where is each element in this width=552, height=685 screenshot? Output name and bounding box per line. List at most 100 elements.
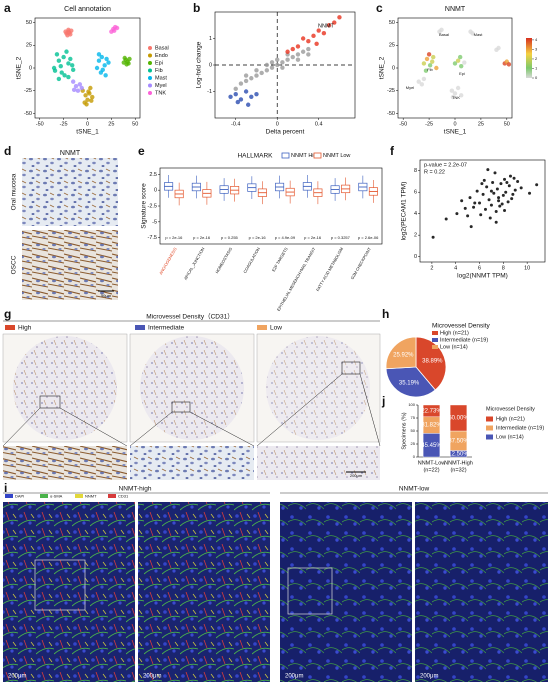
pie-slice — [415, 336, 447, 391]
point — [235, 99, 241, 105]
bar-label: 12.50% — [448, 451, 469, 457]
chart-title: NNMT — [445, 6, 466, 13]
panel-letter: g — [4, 307, 11, 321]
point — [243, 73, 249, 78]
point — [494, 210, 498, 214]
point — [58, 63, 63, 69]
point — [54, 52, 60, 57]
point — [66, 74, 71, 80]
group-label: NNMT-high — [119, 486, 152, 493]
legend-label: High — [18, 325, 32, 332]
slice-label: 25.92% — [393, 353, 414, 359]
point — [481, 192, 485, 196]
point — [495, 187, 499, 191]
point — [295, 44, 301, 49]
panel-title: NNMT — [60, 150, 81, 157]
chart-title: HALLMARK — [237, 153, 273, 160]
legend-swatch — [313, 152, 322, 159]
point — [457, 54, 463, 60]
point — [70, 79, 76, 84]
point — [79, 85, 84, 91]
point — [508, 174, 512, 178]
legend-marker — [148, 53, 152, 58]
y-tick-label: 50 — [411, 428, 416, 433]
point — [104, 56, 109, 62]
legend-label: NNMT Low — [323, 153, 350, 159]
x-tick-label: 0 — [276, 121, 279, 127]
point — [494, 220, 498, 224]
point — [460, 199, 464, 203]
point — [501, 193, 505, 197]
point — [275, 57, 280, 62]
fluorescence-image — [138, 502, 270, 682]
y-tick-label: 0 — [209, 62, 212, 68]
zoom-box — [34, 559, 86, 611]
x-tick-label: 0 — [453, 121, 456, 127]
y-tick-label: -25 — [24, 88, 32, 94]
point — [83, 93, 88, 98]
point — [68, 56, 73, 62]
x-tick-label: 4 — [454, 265, 457, 271]
point — [238, 97, 244, 102]
bar-segment — [422, 404, 441, 418]
x-tick-label: -25 — [425, 121, 433, 127]
cluster-label: Mast — [474, 32, 484, 37]
legend-label: Endo — [155, 53, 168, 59]
point — [504, 190, 508, 194]
x-tick-note: (n=22) — [423, 467, 439, 473]
y-tick-label: 25 — [389, 43, 395, 49]
legend-label: TNK — [155, 90, 166, 96]
y-tick-label: 2 — [414, 233, 417, 239]
point — [254, 91, 259, 97]
legend-swatch — [486, 434, 493, 440]
y-tick-label: 25 — [411, 441, 416, 446]
point — [112, 28, 117, 33]
legend-label: Low (n=14) — [496, 434, 524, 440]
point — [528, 191, 532, 195]
point — [455, 85, 461, 91]
y-axis-label: tSNE_2 — [16, 56, 23, 79]
point — [90, 94, 95, 100]
y-tick-label: 2.5 — [149, 172, 157, 178]
bar-label: 22.73% — [421, 408, 442, 414]
point — [452, 91, 458, 96]
x-tick-note: (n=32) — [450, 467, 466, 473]
point — [500, 202, 504, 206]
point — [491, 181, 495, 185]
point — [321, 31, 327, 36]
x-tick-label: 2 — [430, 265, 433, 271]
x-tick-label: 10 — [524, 265, 530, 271]
legend-label: High (n=21) — [440, 330, 469, 336]
point — [306, 38, 311, 44]
point — [85, 97, 90, 103]
tissue-core — [140, 336, 244, 440]
scale-label: 50μm — [101, 293, 112, 298]
point — [243, 78, 249, 84]
y-tick-label: -5 — [152, 219, 157, 225]
colorbar-tick-label: 0 — [535, 75, 538, 80]
p-value: p = 2e-16 — [304, 235, 322, 240]
point — [463, 206, 467, 210]
point — [254, 73, 259, 78]
x-tick-label: E2F TARGETS — [271, 246, 289, 272]
point — [94, 65, 100, 71]
point — [238, 81, 244, 86]
point — [66, 61, 71, 66]
point — [507, 184, 511, 188]
point — [513, 188, 517, 192]
point — [473, 201, 477, 205]
panel-title: Microvessel Density（CD31） — [146, 313, 233, 321]
point — [416, 79, 421, 84]
y-tick-label: 0 — [414, 254, 417, 260]
point — [487, 198, 491, 202]
point — [300, 49, 306, 54]
point — [100, 67, 105, 73]
zoom-lines — [2, 373, 381, 447]
x-tick-label: 25 — [108, 121, 114, 127]
point — [96, 58, 102, 63]
point — [70, 63, 75, 68]
x-axis-label: Delta percent — [266, 129, 305, 136]
tissue-core — [13, 336, 117, 440]
plot-frame — [419, 159, 546, 263]
